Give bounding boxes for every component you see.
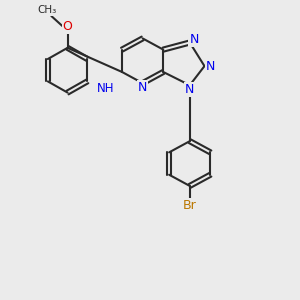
Text: O: O (63, 20, 73, 33)
Text: N: N (190, 33, 199, 46)
Text: Br: Br (183, 200, 196, 212)
Text: N: N (206, 60, 215, 73)
Text: N: N (138, 81, 147, 94)
Text: NH: NH (97, 82, 115, 95)
Text: CH₃: CH₃ (37, 5, 57, 15)
Text: N: N (185, 82, 194, 95)
